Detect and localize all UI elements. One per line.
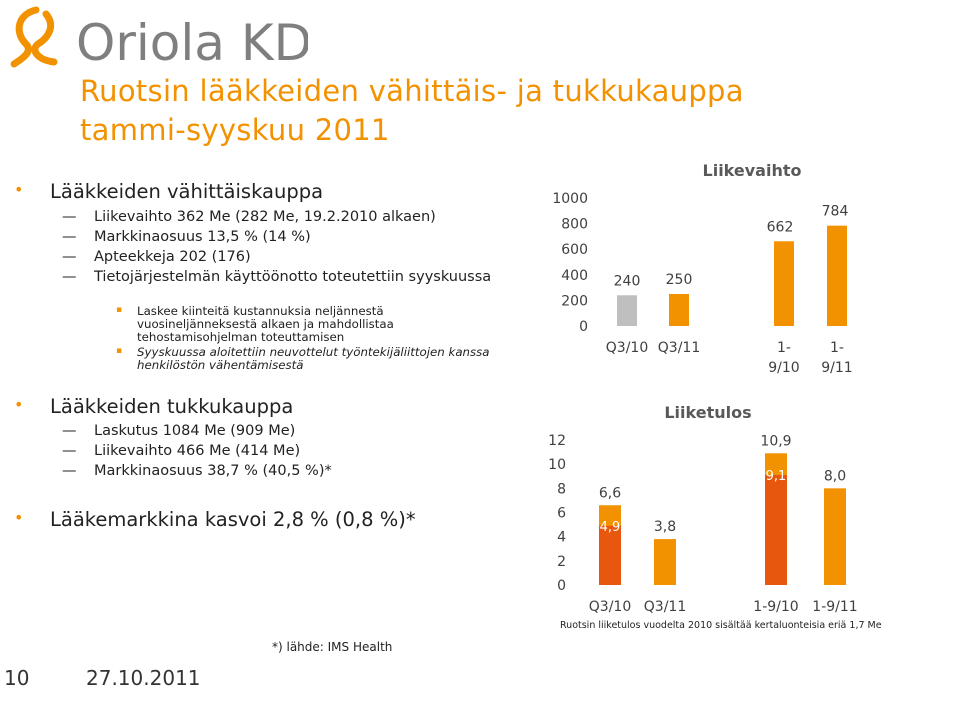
retail-heading: • Lääkkeiden vähittäiskauppa [14, 180, 324, 203]
wholesale-item: — Markkinaosuus 38,7 % (40,5 %)* [62, 462, 524, 480]
x-tick-label: 1-9/10 [753, 599, 798, 615]
x-tick-label: Q3/10 [606, 340, 648, 356]
operating-profit-chart: Liiketulos 0 2 4 6 8 10 12 6,6 3,8 10,9 8,0 4,9 9,1 Q3… [548, 403, 858, 615]
y-tick-label: 200 [561, 293, 588, 309]
y-tick-label: 600 [561, 242, 588, 258]
retail-item: — Liikevaihto 362 Me (282 Me, 19.2.2010 … [62, 208, 524, 226]
x-tick-label: 1-9/11 [812, 599, 857, 615]
square-bullet-icon: ▪ [116, 305, 123, 315]
page-title: Ruotsin lääkkeiden vähittäis- ja tukkuka… [80, 72, 950, 150]
retail-item: — Markkinaosuus 13,5 % (14 %) [62, 228, 524, 246]
chart-title: Liiketulos [664, 403, 751, 422]
y-tick-label: 6 [557, 506, 566, 522]
retail-item-text: Liikevaihto 362 Me (282 Me, 19.2.2010 al… [94, 209, 436, 225]
y-tick-label: 800 [561, 217, 588, 233]
retail-subitem-text: Syyskuussa aloitettiin neuvottelut työnt… [137, 345, 490, 372]
data-label: 8,0 [824, 468, 846, 484]
x-tick-label: 1- [777, 340, 791, 356]
retail-item-text: Apteekkeja 202 (176) [94, 249, 251, 265]
footer-date: 27.10.2011 [86, 666, 201, 690]
y-tick-label: 8 [557, 481, 566, 497]
dash-icon: — [62, 423, 77, 439]
page-number: 10 [4, 666, 30, 690]
dash-icon: — [62, 269, 77, 285]
y-tick-label: 2 [557, 554, 566, 570]
bar [765, 475, 787, 585]
y-tick-label: 0 [579, 319, 588, 335]
page-title-line1: Ruotsin lääkkeiden vähittäis- ja tukkuka… [80, 74, 744, 108]
bar [669, 294, 689, 326]
wholesale-heading: • Lääkkeiden tukkukauppa [14, 395, 294, 418]
y-tick-label: 12 [548, 433, 566, 449]
retail-item-text: Markkinaosuus 13,5 % (14 %) [94, 229, 311, 245]
bar [617, 295, 637, 326]
x-tick-label: Q3/11 [658, 340, 700, 356]
x-tick-label: Q3/11 [644, 599, 686, 615]
bullet-icon: • [14, 508, 24, 527]
dash-icon: — [62, 209, 77, 225]
wholesale-item-text: Liikevaihto 466 Me (414 Me) [94, 443, 301, 459]
y-tick-label: 400 [561, 268, 588, 284]
data-label: 6,6 [599, 485, 621, 501]
bar [654, 539, 676, 585]
dash-icon: — [62, 229, 77, 245]
data-label: 3,8 [654, 519, 676, 535]
data-label: 250 [666, 272, 693, 288]
data-label: 240 [614, 273, 641, 289]
bar [599, 525, 621, 585]
y-tick-label: 4 [557, 530, 566, 546]
market-heading: • Lääkemarkkina kasvoi 2,8 % (0,8 %)* [14, 508, 416, 531]
logo-mark-icon [10, 6, 58, 68]
data-label: 9,1 [766, 469, 787, 484]
wholesale-item: — Laskutus 1084 Me (909 Me) [62, 422, 524, 440]
x-tick-label: 1- [830, 340, 844, 356]
bullet-icon: • [14, 395, 24, 414]
oriola-kd-logo: Oriola KD [10, 6, 308, 70]
y-tick-label: 10 [548, 457, 566, 473]
chart-title: Liikevaihto [703, 161, 802, 180]
x-tick-label: Q3/10 [589, 599, 631, 615]
wholesale-item: — Liikevaihto 466 Me (414 Me) [62, 442, 524, 460]
revenue-chart: Liikevaihto 0 200 400 600 800 1000 240 Q3/10 250 Q… [552, 161, 852, 376]
logo-text: Oriola KD [76, 14, 308, 70]
x-tick-label: 9/10 [768, 360, 799, 376]
data-label: 4,9 [600, 520, 621, 535]
retail-subitem: ▪ Syyskuussa aloitettiin neuvottelut työ… [116, 345, 517, 372]
data-label: 10,9 [760, 433, 791, 449]
retail-item-text: Tietojärjestelmän käyttöönotto toteutett… [94, 269, 492, 285]
wholesale-item-text: Markkinaosuus 38,7 % (40,5 %)* [94, 463, 332, 479]
source-note: *) lähde: IMS Health [272, 640, 393, 654]
page-title-line2: tammi-syyskuu 2011 [80, 113, 390, 147]
bar [774, 241, 794, 326]
dash-icon: — [62, 443, 77, 459]
charts-area: Liikevaihto02004006008001000240Q3/10250Q… [548, 161, 858, 615]
wholesale-item-text: Laskutus 1084 Me (909 Me) [94, 423, 296, 439]
retail-subitem: ▪ Laskee kiinteitä kustannuksia neljänne… [116, 304, 457, 344]
data-label: 784 [822, 204, 849, 220]
y-tick-label: 0 [557, 578, 566, 594]
bar [827, 225, 847, 326]
data-label: 662 [767, 219, 794, 235]
dash-icon: — [62, 249, 77, 265]
market-heading-text: Lääkemarkkina kasvoi 2,8 % (0,8 %)* [50, 508, 416, 531]
bullet-content: • Lääkkeiden vähittäiskauppa — Liikevaih… [14, 180, 524, 531]
retail-item: — Tietojärjestelmän käyttöönotto toteute… [62, 268, 494, 286]
dash-icon: — [62, 463, 77, 479]
bullet-icon: • [14, 180, 24, 199]
retail-heading-text: Lääkkeiden vähittäiskauppa [50, 180, 324, 203]
retail-item: — Apteekkeja 202 (176) [62, 248, 524, 266]
wholesale-heading-text: Lääkkeiden tukkukauppa [50, 395, 294, 418]
bar [824, 488, 846, 585]
square-bullet-icon: ▪ [116, 346, 123, 356]
y-tick-label: 1000 [552, 191, 588, 207]
chart-note: Ruotsin liiketulos vuodelta 2010 sisältä… [560, 620, 882, 631]
retail-subitem-text: Laskee kiinteitä kustannuksia neljännest… [137, 304, 394, 344]
x-tick-label: 9/11 [821, 360, 852, 376]
